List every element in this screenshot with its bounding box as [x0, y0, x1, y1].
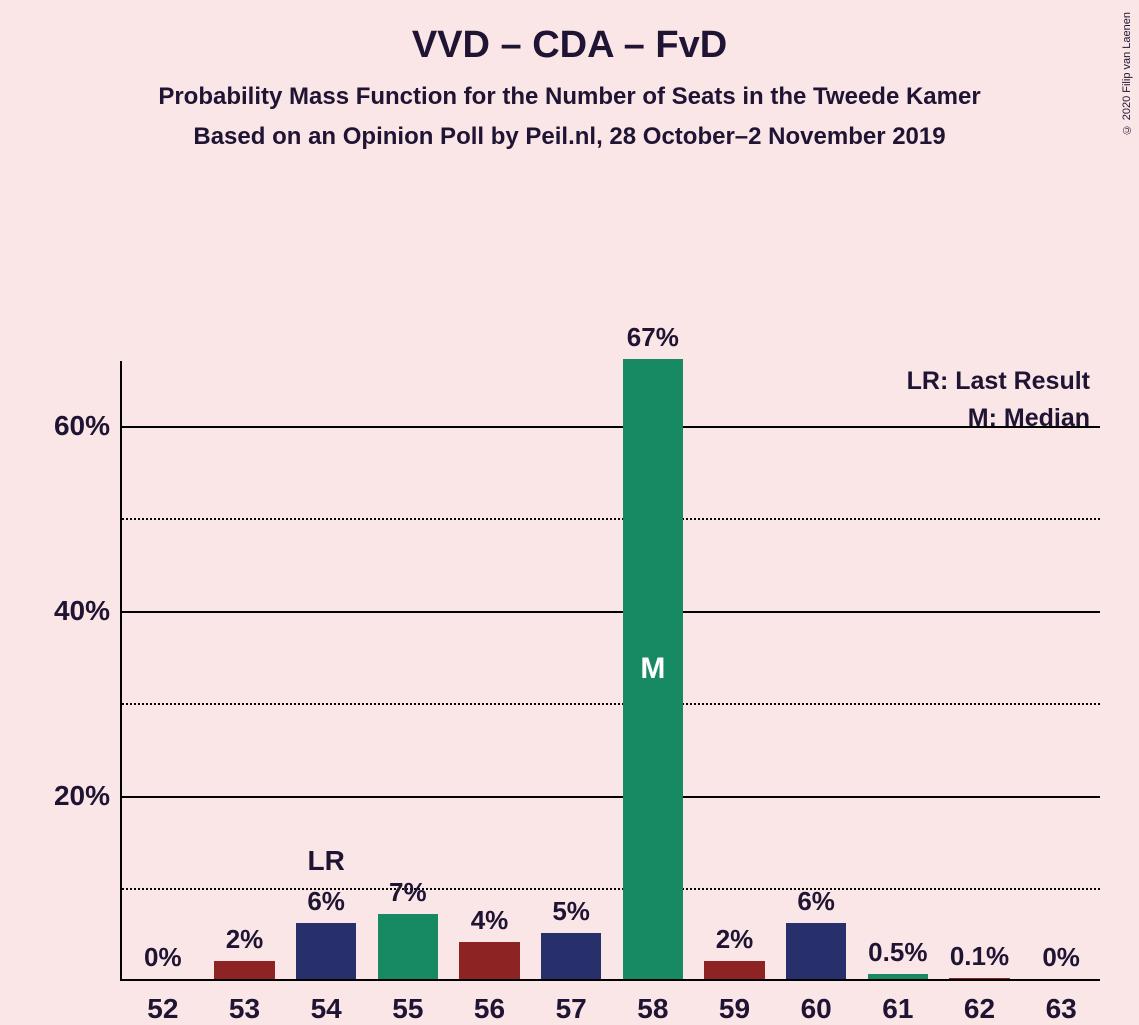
bar-value-label: 67% [627, 322, 679, 359]
y-axis-tick-label: 60% [54, 410, 122, 442]
bar-value-label: 0.5% [868, 937, 927, 974]
bar: 2% [704, 961, 764, 980]
x-axis-tick-label: 63 [1046, 979, 1077, 1025]
y-axis-tick-label: 40% [54, 595, 122, 627]
bar-value-label: 5% [552, 896, 590, 933]
legend-line: LR: Last Result [907, 367, 1090, 396]
x-axis-tick-label: 57 [556, 979, 587, 1025]
gridline [122, 426, 1100, 428]
chart-subtitle-2: Based on an Opinion Poll by Peil.nl, 28 … [0, 111, 1139, 151]
chart-title: VVD – CDA – FvD [0, 0, 1139, 67]
y-axis-tick-label: 20% [54, 780, 122, 812]
chart-subtitle-1: Probability Mass Function for the Number… [0, 67, 1139, 111]
bar-value-label: 6% [797, 886, 835, 923]
bar: 4% [459, 942, 519, 979]
x-axis-tick-label: 56 [474, 979, 505, 1025]
x-axis-tick-label: 54 [311, 979, 342, 1025]
x-axis-tick-label: 55 [392, 979, 423, 1025]
bar-value-label: 0% [144, 942, 182, 979]
bar: 67%M [623, 359, 683, 979]
gridline [122, 703, 1100, 705]
copyright: © 2020 Filip van Laenen [1121, 12, 1133, 135]
x-axis-tick-label: 61 [882, 979, 913, 1025]
gridline [122, 611, 1100, 613]
x-axis-tick-label: 59 [719, 979, 750, 1025]
bar-extra-label: LR [307, 845, 344, 877]
bar: 6%LR [296, 923, 356, 979]
bar-value-label: 2% [226, 924, 264, 961]
plot-area: 20%40%60%0%522%536%LR547%554%565%5767%M5… [120, 361, 1100, 981]
x-axis-tick-label: 52 [147, 979, 178, 1025]
x-axis-tick-label: 58 [637, 979, 668, 1025]
x-axis-tick-label: 62 [964, 979, 995, 1025]
bar: 6% [786, 923, 846, 979]
gridline [122, 796, 1100, 798]
x-axis-tick-label: 53 [229, 979, 260, 1025]
bar-value-label: 2% [716, 924, 754, 961]
bar-value-label: 0% [1042, 942, 1080, 979]
bar-value-label: 7% [389, 877, 427, 914]
bar-center-label: M [640, 652, 665, 686]
bar-value-label: 0.1% [950, 941, 1009, 978]
legend-line: M: Median [968, 404, 1090, 433]
bar: 2% [214, 961, 274, 980]
gridline [122, 888, 1100, 890]
gridline [122, 518, 1100, 520]
bar: 5% [541, 933, 601, 979]
bar-value-label: 6% [307, 886, 345, 923]
x-axis-tick-label: 60 [801, 979, 832, 1025]
